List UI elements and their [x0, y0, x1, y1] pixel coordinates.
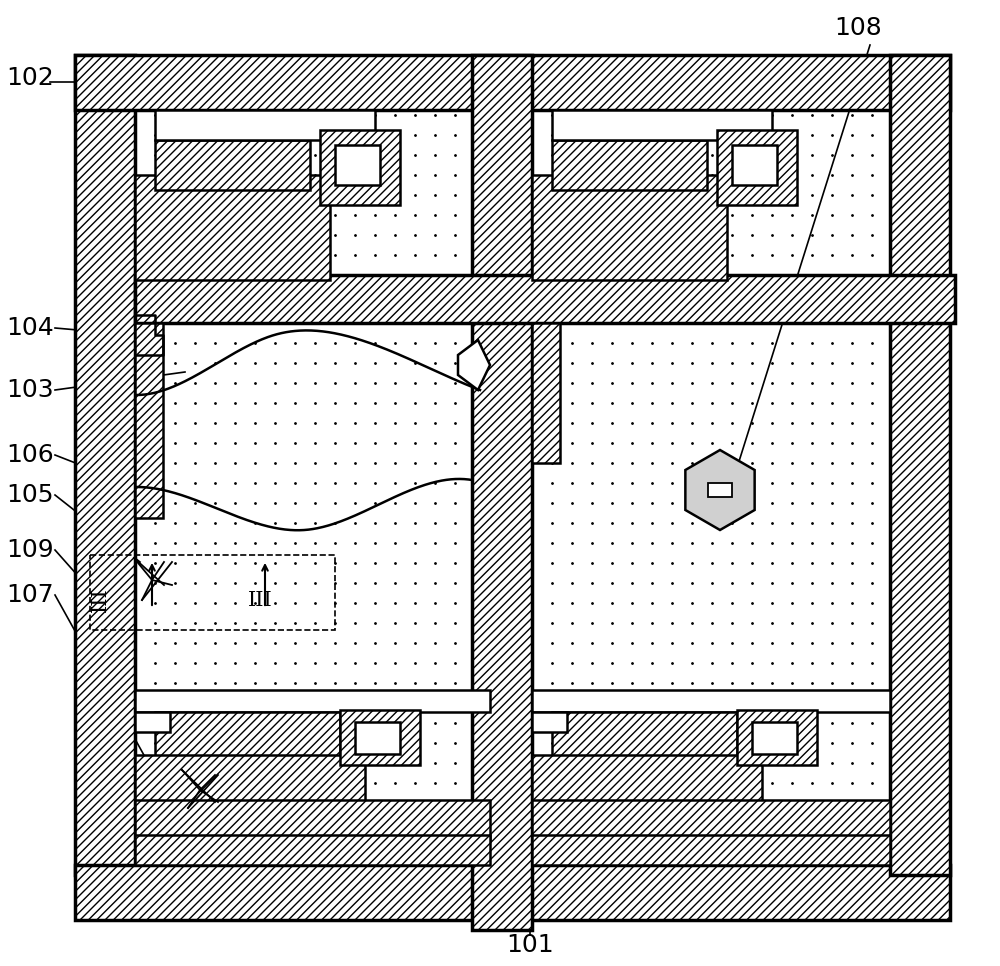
Bar [135, 755, 365, 805]
Bar [75, 865, 950, 920]
Bar [135, 712, 170, 732]
Text: 106: 106 [6, 443, 54, 467]
Bar [737, 710, 817, 765]
Bar [355, 722, 400, 754]
Text: 105: 105 [6, 483, 54, 507]
Bar [335, 145, 380, 185]
Bar [75, 55, 135, 875]
Bar [552, 110, 772, 140]
Bar [890, 55, 950, 875]
Bar [532, 755, 762, 805]
Bar [135, 690, 490, 712]
Bar [135, 323, 163, 518]
Bar [532, 55, 890, 330]
Bar [135, 835, 490, 865]
Bar [532, 323, 890, 828]
Bar [552, 140, 707, 190]
Bar [135, 323, 472, 828]
Bar [708, 483, 732, 497]
Text: 103: 103 [6, 378, 54, 402]
Bar [90, 555, 335, 630]
Text: 102: 102 [6, 66, 54, 90]
Bar [532, 712, 567, 732]
Bar [135, 275, 955, 323]
Bar [320, 130, 400, 205]
Bar [135, 175, 330, 280]
Bar [732, 145, 777, 185]
Bar [155, 110, 375, 140]
Bar [532, 690, 890, 712]
Text: 104: 104 [6, 316, 54, 340]
Bar [155, 712, 340, 762]
Bar [532, 835, 890, 865]
Bar [340, 710, 420, 765]
Bar [75, 55, 950, 110]
Bar [532, 800, 890, 840]
Polygon shape [458, 340, 490, 390]
Bar [135, 800, 490, 840]
Text: III: III [91, 587, 110, 612]
Text: 108: 108 [834, 16, 882, 40]
Bar [717, 130, 797, 205]
Bar [135, 55, 472, 330]
Bar [155, 140, 310, 190]
Text: 107: 107 [6, 583, 54, 607]
Bar [552, 712, 737, 762]
Bar [532, 175, 727, 280]
Bar [532, 323, 560, 463]
Polygon shape [685, 450, 755, 530]
Text: 101: 101 [506, 933, 554, 957]
Bar [472, 55, 532, 930]
Text: 109: 109 [6, 538, 54, 562]
Text: III: III [248, 590, 272, 610]
Bar [752, 722, 797, 754]
